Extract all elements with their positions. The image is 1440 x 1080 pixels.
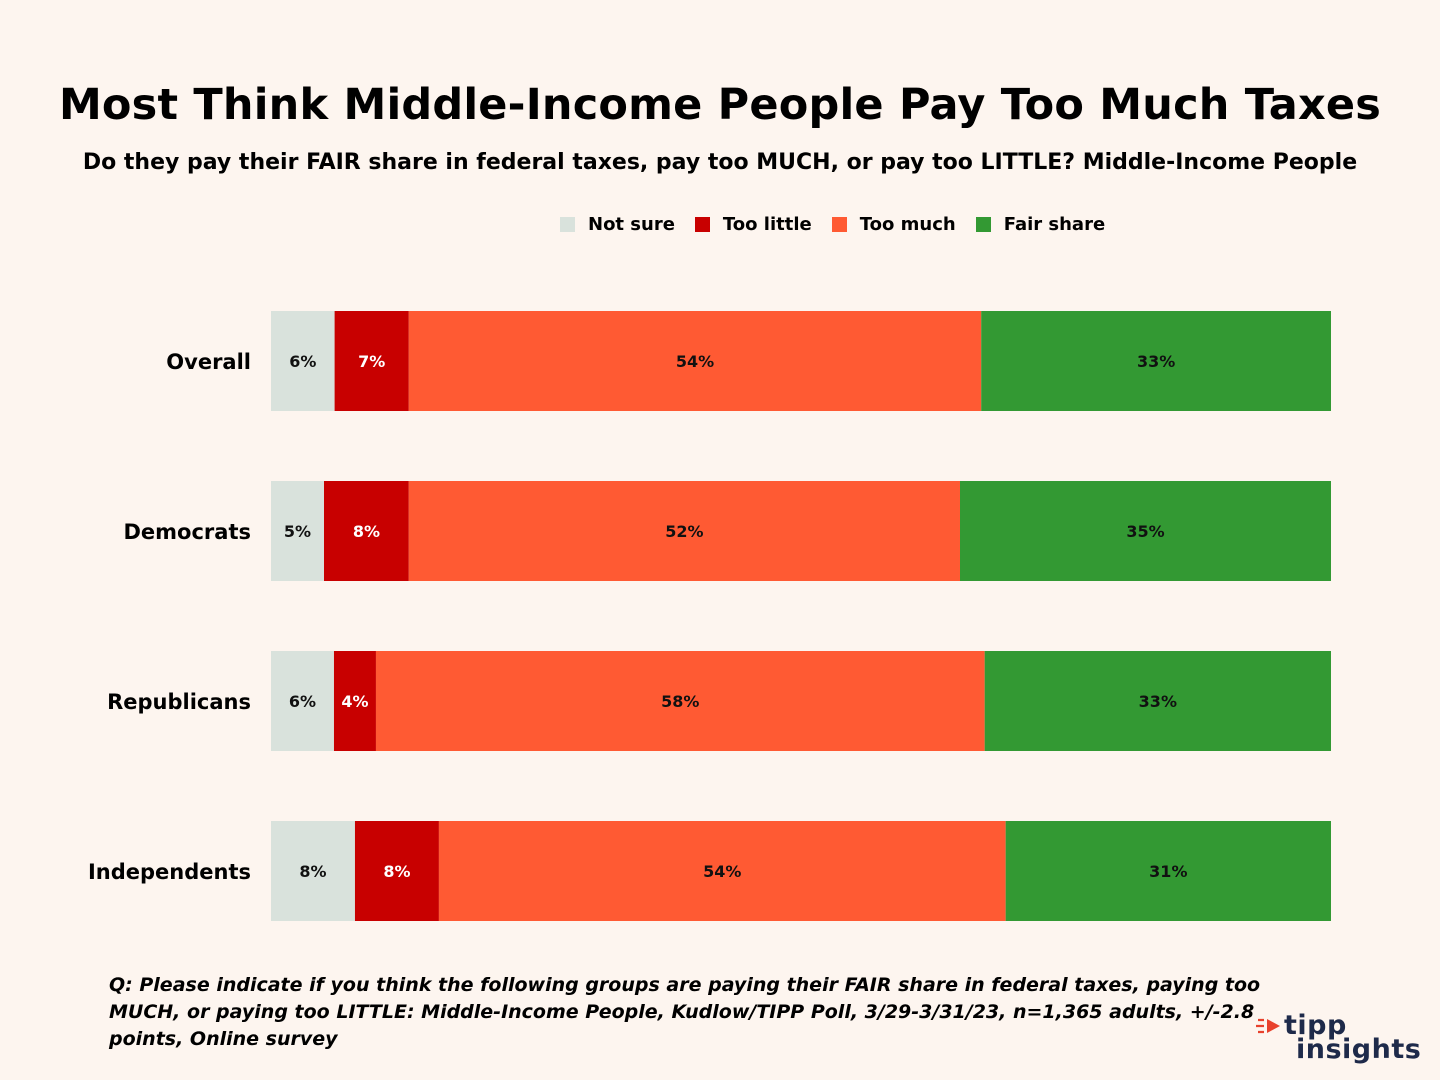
bar-not-sure-overall	[271, 311, 335, 411]
category-label-democrats: Democrats	[124, 520, 252, 544]
category-label-independents: Independents	[88, 860, 251, 884]
bar-too-little-independents	[354, 821, 439, 921]
legend-label-fair-share: Fair share	[1003, 214, 1106, 235]
bar-too-little-republicans	[333, 651, 376, 751]
legend-swatch-fair-share	[975, 217, 991, 232]
category-label-republicans: Republicans	[107, 690, 251, 714]
legend-swatch-too-much	[831, 217, 847, 232]
bar-not-sure-democrats	[271, 481, 324, 581]
data-label-not-sure-democrats: 5%	[284, 522, 311, 541]
logo-text-insights: insights	[1296, 1034, 1422, 1065]
data-label-fair-share-overall: 33%	[1137, 352, 1175, 371]
footnote: Q: Please indicate if you think the foll…	[109, 974, 1261, 1050]
data-label-not-sure-overall: 6%	[289, 352, 316, 371]
legend-item-too-much: Too much	[831, 214, 956, 235]
bar-fair-share-independents	[1005, 821, 1331, 921]
logo-arrows-icon	[1256, 1018, 1280, 1034]
bar-not-sure-independents	[271, 821, 355, 921]
legend-label-not-sure: Not sure	[588, 214, 675, 235]
data-label-fair-share-democrats: 35%	[1126, 522, 1164, 541]
legend-label-too-little: Too little	[722, 214, 812, 235]
data-label-too-little-independents: 8%	[383, 862, 410, 881]
data-label-too-little-overall: 7%	[358, 352, 385, 371]
data-label-not-sure-independents: 8%	[299, 862, 326, 881]
legend-label-too-much: Too much	[859, 214, 956, 235]
legend-item-fair-share: Fair share	[975, 214, 1106, 235]
bar-fair-share-democrats	[960, 481, 1331, 581]
data-label-fair-share-independents: 31%	[1149, 862, 1187, 881]
bar-too-much-democrats	[408, 481, 960, 581]
bar-too-much-overall	[408, 311, 982, 411]
chart-title: Most Think Middle-Income People Pay Too …	[58, 80, 1382, 130]
data-label-too-much-democrats: 52%	[665, 522, 703, 541]
data-label-fair-share-republicans: 33%	[1139, 692, 1177, 711]
data-label-not-sure-republicans: 6%	[289, 692, 316, 711]
data-label-too-little-democrats: 8%	[353, 522, 380, 541]
legend-swatch-too-little	[694, 217, 710, 232]
bar-not-sure-republicans	[271, 651, 334, 751]
bar-too-little-overall	[334, 311, 409, 411]
tipp-insights-logo: tipp insights	[1256, 1010, 1421, 1070]
bar-fair-share-republicans	[984, 651, 1331, 751]
legend-swatch-not-sure	[560, 217, 575, 232]
legend-item-not-sure: Not sure	[560, 214, 675, 235]
data-label-too-much-overall: 54%	[676, 352, 714, 371]
data-label-too-much-republicans: 58%	[661, 692, 699, 711]
data-label-too-little-republicans: 4%	[341, 692, 368, 711]
bar-too-much-independents	[438, 821, 1006, 921]
bar-too-little-democrats	[324, 481, 409, 581]
legend: Not sure Too little Too much Fair share	[560, 214, 1125, 235]
chart-subtitle: Do they pay their FAIR share in federal …	[82, 150, 1358, 175]
data-label-too-much-independents: 54%	[703, 862, 741, 881]
bar-too-much-republicans	[375, 651, 985, 751]
logo-text-tipp: tipp	[1284, 1010, 1347, 1041]
bar-fair-share-overall	[981, 311, 1331, 411]
category-label-overall: Overall	[166, 350, 251, 374]
legend-item-too-little: Too little	[694, 214, 812, 235]
